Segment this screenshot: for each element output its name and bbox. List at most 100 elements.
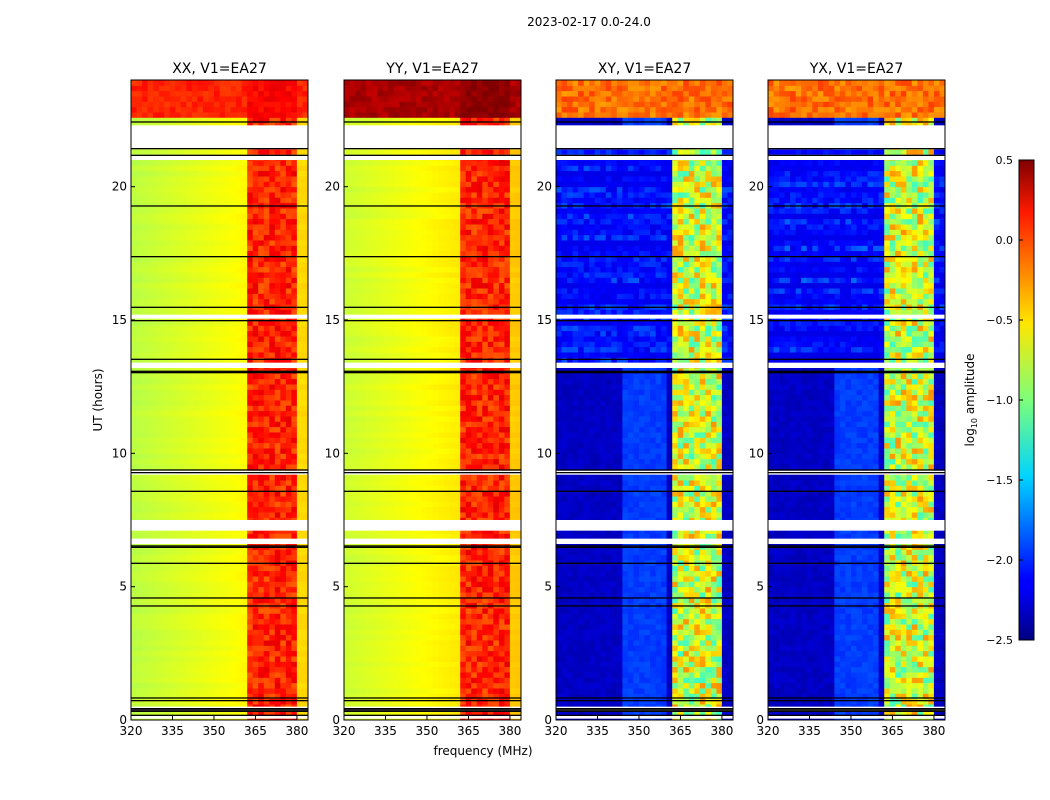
heatmap-cell: [285, 666, 292, 673]
heatmap-cell: [509, 613, 516, 620]
heatmap-cell: [482, 672, 489, 678]
heatmap-cell: [191, 661, 198, 668]
heatmap-cell: [202, 149, 209, 156]
heatmap-cell: [404, 618, 411, 625]
heatmap-cell: [219, 405, 226, 412]
heatmap-cell: [225, 464, 231, 470]
heatmap-cell: [504, 709, 511, 716]
heatmap-cell: [291, 533, 298, 540]
heatmap-cell: [164, 346, 171, 353]
heatmap-cell: [269, 90, 276, 97]
heatmap-cell: [269, 192, 276, 198]
heatmap-cell: [360, 608, 367, 614]
heatmap-cell: [186, 288, 193, 294]
heatmap-cell: [269, 80, 276, 86]
heatmap-cell: [382, 629, 389, 636]
heatmap-cell: [291, 464, 298, 470]
heatmap-cell: [158, 421, 165, 428]
heatmap-cell: [366, 698, 373, 705]
heatmap-cell: [147, 272, 154, 278]
heatmap-cell: [186, 213, 193, 220]
heatmap-cell: [175, 245, 182, 252]
heatmap-cell: [214, 165, 220, 172]
heatmap-cell: [438, 666, 444, 673]
heatmap-cell: [142, 656, 149, 662]
heatmap-cell: [186, 656, 193, 662]
heatmap-cell: [252, 80, 259, 86]
heatmap-cell: [197, 432, 204, 438]
heatmap-cell: [230, 592, 237, 598]
heatmap-cell: [471, 682, 478, 689]
heatmap-cell: [269, 597, 276, 604]
heatmap-cell: [258, 672, 265, 678]
heatmap-cell: [280, 234, 287, 241]
heatmap-cell: [371, 656, 378, 662]
heatmap-cell: [404, 549, 411, 556]
heatmap-cell: [225, 512, 231, 518]
heatmap-cell: [258, 437, 265, 444]
heatmap-cell: [131, 389, 137, 396]
heatmap-cell: [236, 80, 243, 86]
heatmap-cell: [285, 277, 292, 284]
heatmap-cell: [131, 320, 137, 326]
heatmap-cell: [214, 576, 220, 582]
heatmap-cell: [136, 666, 143, 673]
heatmap-cell: [415, 672, 422, 678]
heatmap-cell: [153, 650, 160, 657]
heatmap-cell: [360, 661, 367, 668]
heatmap-cell: [241, 330, 248, 337]
heatmap-cell: [258, 261, 265, 268]
heatmap-cell: [136, 106, 143, 113]
heatmap-cell: [169, 394, 176, 401]
heatmap-cell: [493, 565, 500, 572]
heatmap-cell: [153, 96, 160, 102]
heatmap-cell: [225, 80, 231, 86]
heatmap-cell: [164, 650, 171, 657]
heatmap-cell: [219, 464, 226, 470]
heatmap-cell: [291, 293, 298, 300]
heatmap-cell: [197, 608, 204, 614]
heatmap-cell: [241, 208, 248, 214]
heatmap-cell: [225, 432, 231, 438]
heatmap-cell: [191, 533, 198, 540]
heatmap-cell: [498, 666, 505, 673]
heatmap-cell: [202, 592, 209, 598]
heatmap-cell: [186, 80, 193, 86]
heatmap-cell: [164, 576, 171, 582]
heatmap-cell: [302, 266, 309, 273]
heatmap-cell: [258, 346, 265, 353]
heatmap-cell: [296, 416, 303, 422]
heatmap-cell: [142, 80, 149, 86]
heatmap-cell: [147, 645, 154, 652]
heatmap-cell: [230, 490, 237, 497]
heatmap-cell: [164, 277, 171, 284]
heatmap-cell: [241, 490, 248, 497]
heatmap-cell: [377, 576, 384, 582]
heatmap-cell: [225, 261, 231, 268]
heatmap-cell: [438, 629, 444, 636]
heatmap-cell: [225, 234, 231, 241]
heatmap-cell: [225, 192, 231, 198]
heatmap-cell: [202, 101, 209, 108]
heatmap-cell: [247, 245, 254, 252]
heatmap-cell: [208, 160, 215, 166]
heatmap-cell: [247, 309, 254, 316]
heatmap-cell: [131, 506, 137, 513]
heatmap-cell: [263, 421, 270, 428]
heatmap-cell: [252, 576, 259, 582]
heatmap-cell: [285, 298, 292, 305]
heatmap-cell: [131, 688, 137, 694]
heatmap-cell: [186, 496, 193, 502]
heatmap-cell: [263, 256, 270, 262]
heatmap-cell: [404, 624, 411, 630]
heatmap-cell: [214, 458, 220, 465]
heatmap-cell: [241, 613, 248, 620]
heatmap-cell: [377, 549, 384, 556]
heatmap-cell: [280, 416, 287, 422]
heatmap-cell: [382, 666, 389, 673]
heatmap-cell: [169, 378, 176, 385]
heatmap-cell: [504, 586, 511, 593]
heatmap-cell: [263, 442, 270, 449]
heatmap-cell: [175, 277, 182, 284]
heatmap-cell: [399, 650, 406, 657]
